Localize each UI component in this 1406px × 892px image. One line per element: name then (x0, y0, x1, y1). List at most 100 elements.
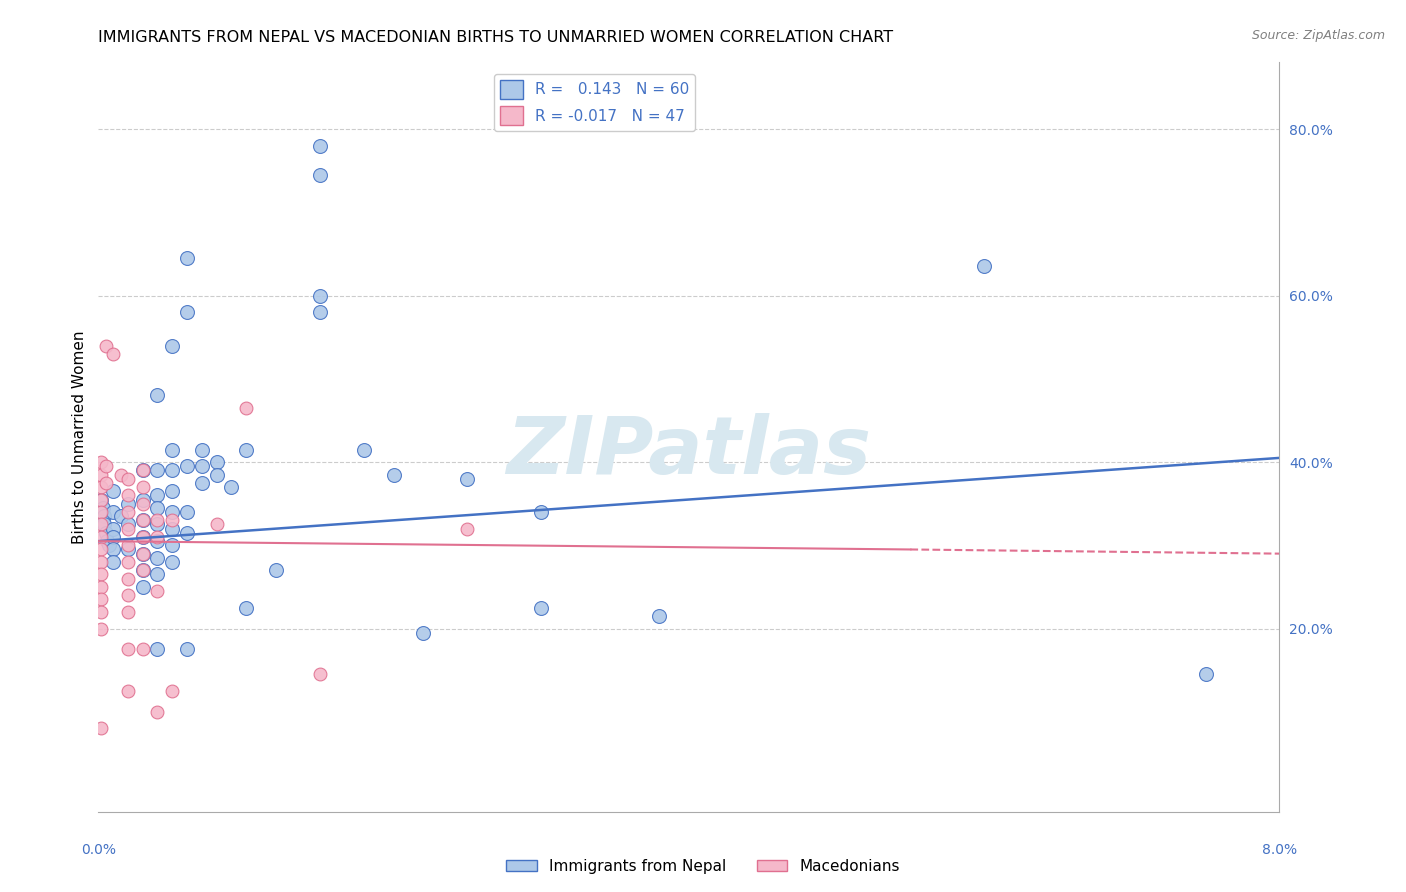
Point (176, 642, 198, 657)
Point (382, 467, 405, 482)
Point (191, 475, 214, 490)
Point (264, 563, 287, 577)
Point (103, 484, 125, 499)
Point (530, 600, 553, 615)
Point (176, 305, 198, 319)
Point (176, 251, 198, 265)
Point (146, 530, 169, 544)
Point (93, 517, 115, 532)
Point (110, 509, 132, 524)
Point (132, 492, 155, 507)
Point (90, 722, 112, 736)
Point (132, 642, 155, 657)
Point (117, 522, 139, 536)
Point (117, 538, 139, 552)
Point (146, 534, 169, 549)
Point (93, 509, 115, 524)
Point (205, 517, 228, 532)
Point (353, 442, 375, 457)
Point (132, 563, 155, 577)
Point (146, 567, 169, 582)
Point (457, 472, 479, 486)
Point (162, 505, 183, 519)
Point (90, 492, 112, 507)
Point (530, 505, 553, 519)
Point (90, 605, 112, 619)
Point (132, 513, 155, 527)
Point (176, 505, 198, 519)
Point (132, 563, 155, 577)
Point (162, 442, 183, 457)
Point (132, 530, 155, 544)
Point (191, 459, 214, 474)
Point (146, 513, 169, 527)
Y-axis label: Births to Unmarried Women: Births to Unmarried Women (72, 330, 87, 544)
Point (162, 684, 183, 698)
Point (90, 530, 112, 544)
Point (176, 459, 198, 474)
Point (235, 600, 257, 615)
Point (162, 555, 183, 569)
Point (90, 580, 112, 594)
Point (90, 592, 112, 607)
Point (90, 480, 112, 494)
Point (94, 525, 117, 540)
Point (146, 550, 169, 565)
Point (162, 338, 183, 352)
Point (90, 492, 112, 507)
Point (117, 572, 139, 586)
Point (146, 517, 169, 532)
Point (309, 288, 332, 302)
Point (94, 459, 117, 474)
Point (162, 538, 183, 552)
Point (90, 467, 112, 482)
Point (96, 534, 118, 549)
Point (176, 525, 198, 540)
Point (103, 347, 125, 361)
Point (97, 538, 120, 552)
Point (90, 567, 112, 582)
Point (132, 580, 155, 594)
Point (117, 642, 139, 657)
Point (132, 497, 155, 511)
Legend: R =   0.143   N = 60, R = -0.017   N = 47: R = 0.143 N = 60, R = -0.017 N = 47 (494, 74, 695, 131)
Point (90, 622, 112, 636)
Point (132, 530, 155, 544)
Point (191, 442, 214, 457)
Point (103, 555, 125, 569)
Point (309, 667, 332, 681)
Point (235, 442, 257, 457)
Point (648, 609, 671, 624)
Point (162, 522, 183, 536)
Point (309, 168, 332, 182)
Point (132, 513, 155, 527)
Point (132, 547, 155, 561)
Point (162, 513, 183, 527)
Point (146, 488, 169, 502)
Point (117, 605, 139, 619)
Point (235, 401, 257, 415)
Point (117, 497, 139, 511)
Point (117, 517, 139, 532)
Point (457, 522, 479, 536)
Point (221, 480, 243, 494)
Point (110, 467, 132, 482)
Point (146, 463, 169, 477)
Point (91, 500, 114, 515)
Point (103, 542, 125, 557)
Point (132, 480, 155, 494)
Point (117, 542, 139, 557)
Legend: Immigrants from Nepal, Macedonians: Immigrants from Nepal, Macedonians (501, 853, 905, 880)
Point (309, 305, 332, 319)
Text: 0.0%: 0.0% (82, 843, 115, 857)
Point (90, 455, 112, 469)
Point (103, 522, 125, 536)
Text: IMMIGRANTS FROM NEPAL VS MACEDONIAN BIRTHS TO UNMARRIED WOMEN CORRELATION CHART: IMMIGRANTS FROM NEPAL VS MACEDONIAN BIRT… (98, 29, 894, 45)
Point (90, 505, 112, 519)
Point (973, 260, 995, 274)
Text: Source: ZipAtlas.com: Source: ZipAtlas.com (1251, 29, 1385, 42)
Point (205, 455, 228, 469)
Point (205, 467, 228, 482)
Point (132, 547, 155, 561)
Point (132, 463, 155, 477)
